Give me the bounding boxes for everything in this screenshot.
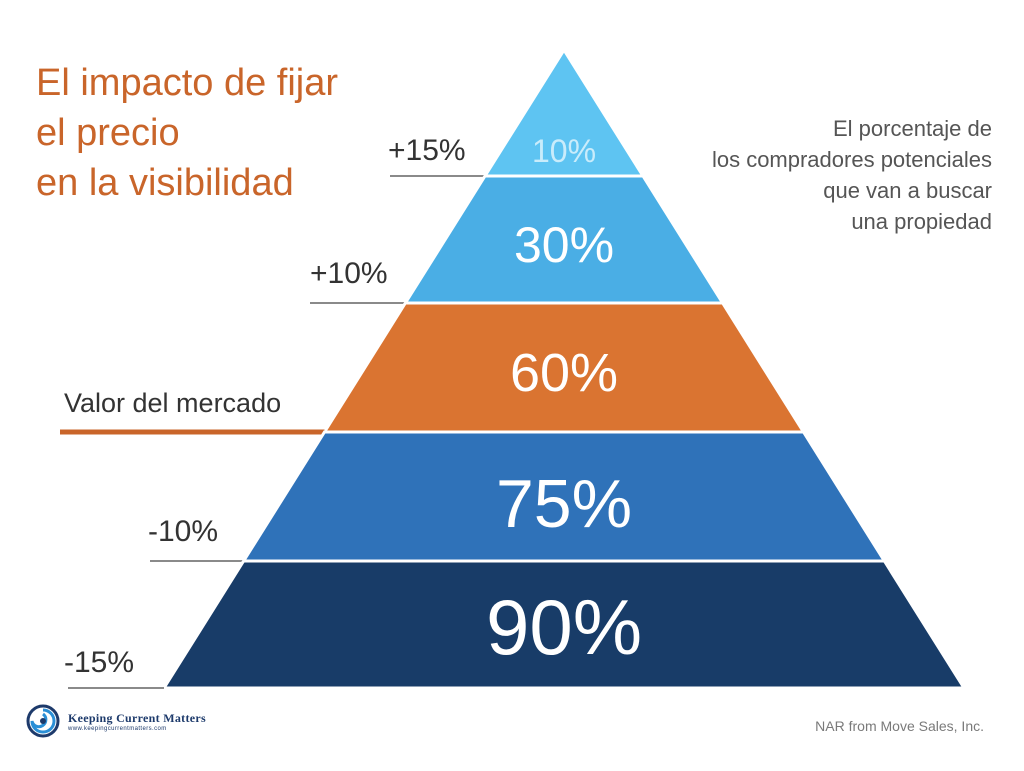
level-percentage: 60% — [510, 343, 618, 403]
description-line: una propiedad — [851, 209, 992, 234]
source-credit: NAR from Move Sales, Inc. — [815, 718, 984, 734]
page-title: El impacto de fijar el precio en la visi… — [36, 58, 338, 208]
logo-url: www.keepingcurrentmatters.com — [68, 725, 167, 732]
level-percentage: 30% — [514, 217, 614, 273]
title-line: El impacto de fijar — [36, 62, 339, 104]
description-line: que van a buscar — [823, 178, 992, 203]
swirl-logo-icon — [26, 704, 60, 738]
title-line: en la visibilidad — [36, 162, 294, 204]
description-line: los compradores potenciales — [711, 147, 992, 172]
level-price-label: +10% — [310, 257, 388, 290]
level-price-label: Valor del mercado — [64, 388, 281, 418]
level-price-label: -15% — [64, 646, 134, 679]
level-percentage: 75% — [496, 466, 632, 542]
title-line: el precio — [36, 112, 180, 154]
brand-logo: Keeping Current Matters www.keepingcurre… — [26, 704, 206, 738]
logo-name: Keeping Current Matters — [68, 710, 206, 725]
pyramid-level-5 — [161, 559, 967, 690]
level-percentage: 90% — [486, 583, 642, 671]
level-price-label: -10% — [148, 515, 218, 548]
level-price-label: +15% — [388, 134, 466, 167]
level-percentage: 10% — [532, 133, 596, 169]
pyramid-description: El porcentaje de los compradores potenci… — [712, 113, 992, 237]
description-line: El porcentaje de — [833, 116, 992, 141]
